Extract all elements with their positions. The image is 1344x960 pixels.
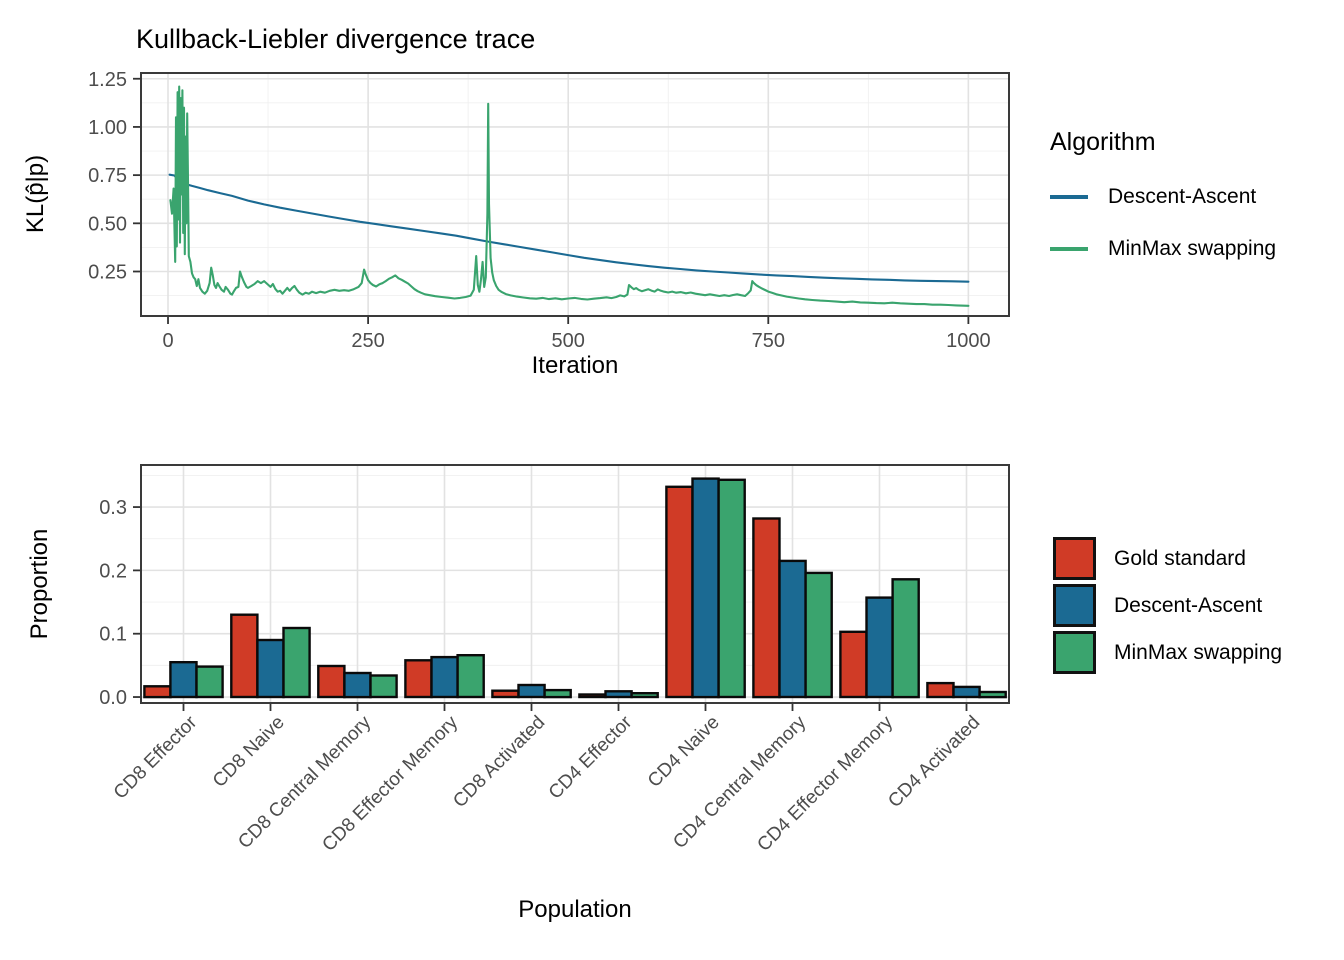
kl-y-axis-title: KL(p̂|p) [22, 154, 49, 234]
svg-text:750: 750 [752, 330, 785, 352]
descent-ascent-bar-legend-label: Descent-Ascent [1114, 593, 1263, 617]
gold-standard-swatch [1053, 537, 1096, 580]
grid-minor [140, 72, 1010, 317]
svg-text:250: 250 [351, 330, 384, 352]
x-category-label: CD8 Naive [208, 712, 289, 792]
grid-major [140, 72, 1010, 317]
svg-text:0.3: 0.3 [99, 497, 127, 519]
axis-ticks: 0 250 500 750 1000 0.25 0.50 0.75 1.00 1.25 [88, 69, 991, 352]
minmax-swapping-bar-legend-label: MinMax swapping [1114, 640, 1283, 664]
x-category-label: CD8 Activated [449, 712, 550, 812]
svg-text:0.2: 0.2 [99, 560, 127, 582]
descent-ascent-swatch [1053, 584, 1096, 627]
minmax-swapping-legend-label: MinMax swapping [1108, 237, 1277, 260]
svg-text:0: 0 [162, 330, 173, 352]
x-category-label: CD8 Effector [109, 712, 202, 804]
svg-text:0.25: 0.25 [88, 262, 127, 284]
legend-item-minmax-swapping-bar: MinMax swapping [1053, 631, 1282, 674]
svg-text:0.75: 0.75 [88, 165, 127, 187]
population-bar-plot: 0.0 0.1 0.2 0.3 [99, 464, 1010, 711]
bar-x-axis-title: Population [518, 896, 632, 923]
x-category-label: CD4 Naive [643, 712, 724, 792]
series-descent-ascent [168, 173, 970, 283]
legend-item-descent-ascent-bar: Descent-Ascent [1053, 584, 1282, 627]
svg-text:0.50: 0.50 [88, 213, 127, 235]
bar-x-category-labels: CD8 Effector CD8 Naive CD8 Central Memory C… [0, 712, 1344, 897]
kl-legend-title: Algorithm [1050, 128, 1156, 156]
kl-x-axis-title: Iteration [531, 352, 619, 379]
bars-gold-standard [143, 485, 955, 699]
kl-chart-title: Kullback-Liebler divergence trace [136, 24, 536, 54]
panel-border [140, 464, 1010, 704]
axis-ticks: 0.0 0.1 0.2 0.3 [99, 497, 968, 711]
minmax-swapping-line-swatch [1050, 247, 1088, 251]
legend-item-gold-standard: Gold standard [1053, 537, 1282, 580]
x-category-label: CD4 Activated [884, 712, 985, 812]
gold-standard-legend-label: Gold standard [1114, 546, 1246, 570]
svg-text:0.1: 0.1 [99, 624, 127, 646]
legend-item-descent-ascent: Descent-Ascent [1050, 185, 1276, 209]
descent-ascent-line-swatch [1050, 195, 1088, 199]
series-minmax-swapping [169, 85, 970, 307]
legend-item-minmax-swapping: MinMax swapping [1050, 237, 1276, 261]
minmax-swapping-swatch [1053, 631, 1096, 674]
svg-text:500: 500 [552, 330, 585, 352]
svg-text:1.00: 1.00 [88, 117, 127, 139]
svg-text:1000: 1000 [946, 330, 991, 352]
bars-minmax-swapping [195, 478, 1007, 699]
kl-legend: Algorithm Descent-Ascent MinMax swapping [1050, 128, 1276, 261]
bar-legend: Gold standard Descent-Ascent MinMax swap… [1053, 537, 1282, 678]
panel-border [140, 72, 1010, 317]
svg-text:0.0: 0.0 [99, 687, 127, 709]
bar-y-axis-title: Proportion [26, 528, 53, 640]
descent-ascent-legend-label: Descent-Ascent [1108, 185, 1257, 208]
bars-descent-ascent [169, 477, 981, 699]
kl-trace-plot: 0 250 500 750 1000 0.25 0.50 0.75 1.00 1.25 [88, 69, 1010, 352]
x-category-label: CD4 Effector [544, 712, 637, 804]
svg-text:1.25: 1.25 [88, 69, 127, 91]
